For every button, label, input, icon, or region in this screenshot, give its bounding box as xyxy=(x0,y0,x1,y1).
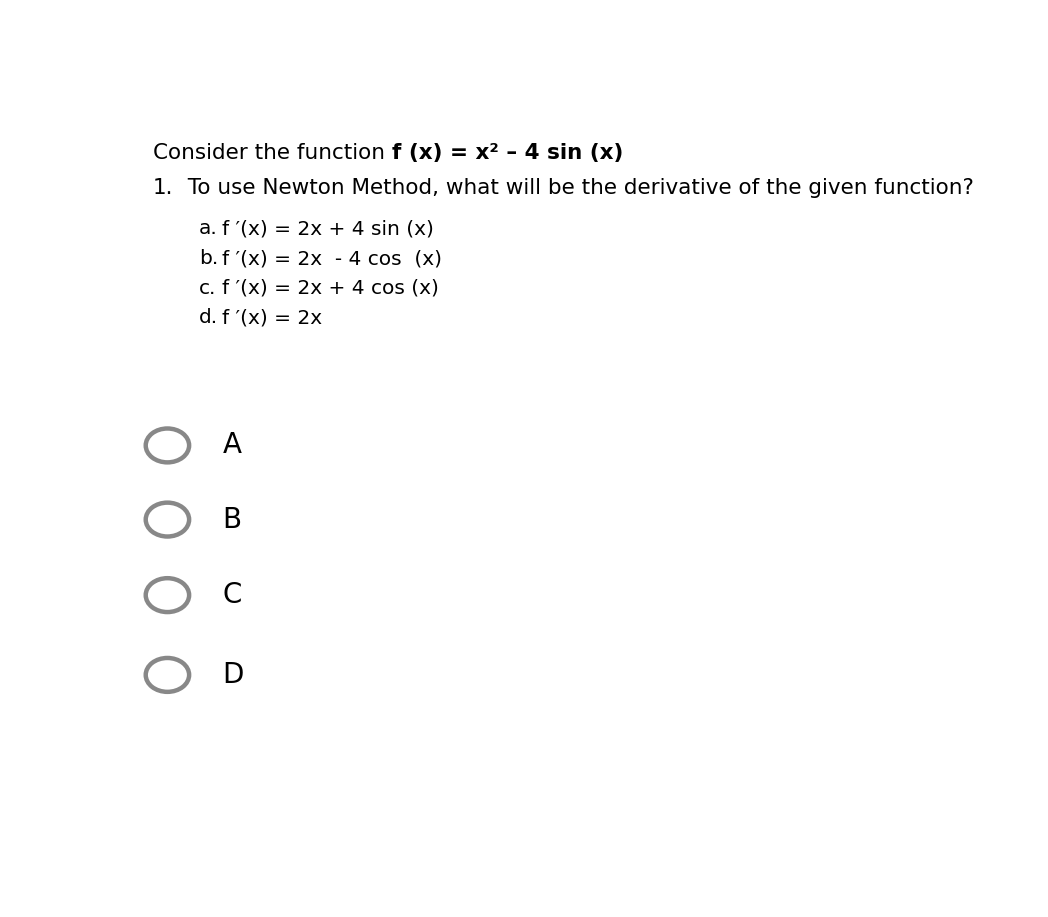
Text: c.: c. xyxy=(199,279,217,298)
Text: 1.: 1. xyxy=(153,178,173,198)
Text: To use Newton Method, what will be the derivative of the given function?: To use Newton Method, what will be the d… xyxy=(174,178,975,198)
Text: B: B xyxy=(222,505,242,534)
Text: A: A xyxy=(222,431,241,459)
Text: a.: a. xyxy=(199,219,218,238)
Text: f ′(x) = 2x + 4 sin (x): f ′(x) = 2x + 4 sin (x) xyxy=(222,219,434,238)
Text: Consider the function: Consider the function xyxy=(153,142,392,162)
Text: f ′(x) = 2x: f ′(x) = 2x xyxy=(222,308,323,327)
Text: d.: d. xyxy=(199,308,218,327)
Text: f ′(x) = 2x + 4 cos (x): f ′(x) = 2x + 4 cos (x) xyxy=(222,279,439,298)
Text: b.: b. xyxy=(199,249,218,268)
Text: f (x) = x² – 4 sin (x): f (x) = x² – 4 sin (x) xyxy=(392,142,623,162)
Text: f ′(x) = 2x  - 4 cos  (x): f ′(x) = 2x - 4 cos (x) xyxy=(222,249,442,268)
Text: D: D xyxy=(222,661,244,689)
Text: C: C xyxy=(222,581,242,609)
